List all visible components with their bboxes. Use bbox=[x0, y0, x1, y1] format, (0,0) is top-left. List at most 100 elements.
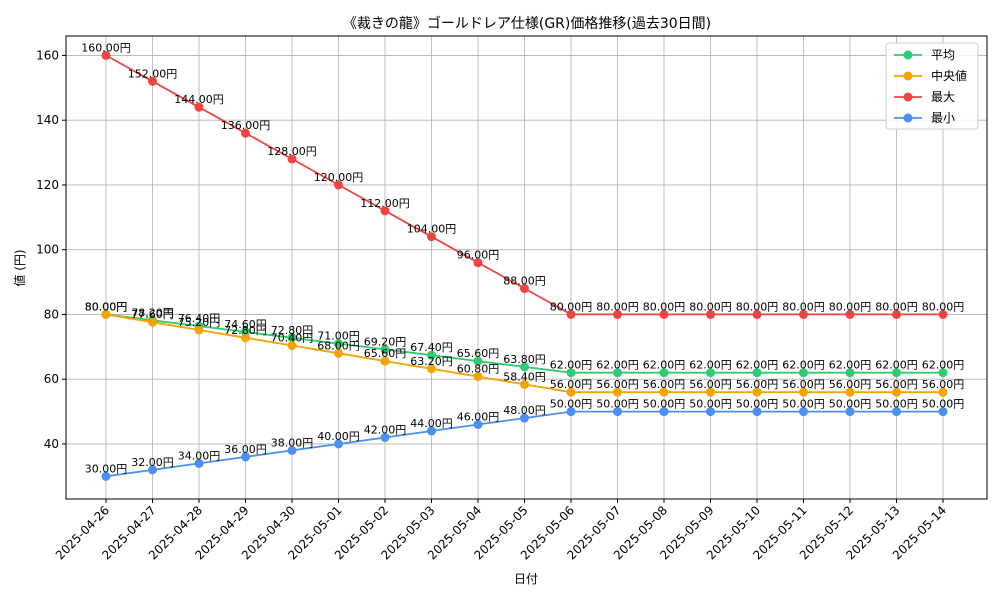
data-label-layer: 80.00円 78.20円 76.40円 74.60円 72.80円 71.00円 69.2… bbox=[81, 41, 964, 475]
data-label: 80.00円 bbox=[782, 300, 825, 313]
data-label: 62.00円 bbox=[875, 359, 918, 372]
data-label: 50.00円 bbox=[875, 398, 918, 411]
data-point bbox=[566, 309, 576, 319]
data-point bbox=[799, 309, 808, 319]
y-tick-label: 160 bbox=[36, 48, 59, 62]
data-label: 80.00円 bbox=[643, 300, 686, 313]
data-label: 80.00円 bbox=[596, 300, 639, 313]
data-point bbox=[613, 368, 622, 378]
data-label: 56.00円 bbox=[596, 378, 639, 391]
data-label: 80.00円 bbox=[829, 300, 872, 313]
data-point bbox=[473, 420, 483, 430]
data-point bbox=[380, 356, 390, 366]
x-axis-label: 日付 bbox=[514, 572, 538, 586]
y-tick-label: 40 bbox=[44, 437, 59, 451]
data-point bbox=[752, 368, 762, 378]
data-label: 65.60円 bbox=[457, 347, 500, 360]
data-label: 44.00円 bbox=[410, 417, 453, 430]
data-label: 56.00円 bbox=[689, 378, 732, 391]
data-label: 88.00円 bbox=[503, 275, 546, 288]
data-label: 104.00円 bbox=[407, 223, 457, 236]
data-point bbox=[659, 368, 669, 378]
data-label: 50.00円 bbox=[736, 398, 779, 411]
data-label: 36.00円 bbox=[224, 443, 267, 456]
data-label: 30.00円 bbox=[85, 462, 128, 475]
data-point bbox=[520, 362, 529, 372]
data-label: 68.00円 bbox=[317, 339, 360, 352]
series-2 bbox=[101, 50, 948, 319]
legend-label: 最小 bbox=[931, 111, 955, 125]
data-point bbox=[148, 465, 157, 475]
data-label: 160.00円 bbox=[81, 41, 131, 54]
data-label: 60.80円 bbox=[457, 363, 500, 376]
data-label: 48.00円 bbox=[503, 404, 546, 417]
data-point bbox=[334, 439, 343, 449]
data-point bbox=[845, 309, 855, 319]
legend-label: 平均 bbox=[931, 48, 955, 62]
data-label: 70.40円 bbox=[271, 332, 314, 345]
data-point bbox=[799, 387, 808, 397]
data-label: 62.00円 bbox=[782, 359, 825, 372]
data-point bbox=[520, 413, 529, 423]
series-3 bbox=[101, 407, 948, 481]
data-point bbox=[194, 102, 204, 112]
data-point bbox=[148, 317, 157, 327]
data-label: 42.00円 bbox=[364, 423, 407, 436]
data-point bbox=[241, 128, 250, 138]
data-label: 56.00円 bbox=[643, 378, 686, 391]
data-point bbox=[334, 348, 343, 358]
data-label: 144.00円 bbox=[174, 93, 224, 106]
data-label: 136.00円 bbox=[221, 119, 271, 132]
data-point bbox=[706, 309, 715, 319]
data-point bbox=[938, 368, 948, 378]
data-point bbox=[520, 284, 529, 294]
data-point bbox=[241, 452, 250, 462]
data-label: 76.40円 bbox=[178, 312, 221, 325]
y-tick-label: 60 bbox=[44, 372, 59, 386]
data-label: 112.00円 bbox=[360, 197, 410, 210]
y-tick-label: 80 bbox=[44, 307, 59, 321]
data-label: 50.00円 bbox=[550, 398, 593, 411]
y-tick-label: 120 bbox=[36, 178, 59, 192]
data-label: 80.00円 bbox=[85, 300, 128, 313]
data-label: 58.40円 bbox=[503, 370, 546, 383]
data-label: 62.00円 bbox=[596, 359, 639, 372]
data-point bbox=[241, 333, 250, 343]
data-point bbox=[659, 387, 669, 397]
chart-title: 《裁きの龍》ゴールドレア仕様(GR)価格推移(過去30日間) bbox=[343, 15, 711, 32]
data-point bbox=[752, 309, 762, 319]
data-label: 62.00円 bbox=[643, 359, 686, 372]
legend-frame bbox=[885, 42, 979, 130]
grid-lines bbox=[66, 36, 987, 499]
data-point bbox=[194, 325, 204, 335]
data-label: 80.00円 bbox=[85, 300, 128, 313]
data-label: 62.00円 bbox=[736, 359, 779, 372]
data-label: 72.80円 bbox=[224, 324, 267, 337]
data-point bbox=[380, 206, 390, 216]
data-point bbox=[566, 407, 576, 417]
data-point bbox=[799, 368, 808, 378]
legend-marker bbox=[903, 71, 913, 81]
data-point bbox=[380, 344, 390, 354]
data-label: 50.00円 bbox=[643, 398, 686, 411]
data-label: 50.00円 bbox=[922, 398, 965, 411]
data-label: 152.00円 bbox=[128, 67, 178, 80]
data-point bbox=[845, 368, 855, 378]
data-label: 80.00円 bbox=[550, 300, 593, 313]
data-label: 96.00円 bbox=[457, 249, 500, 262]
data-point bbox=[473, 372, 483, 382]
data-label: 78.20円 bbox=[131, 306, 174, 319]
data-label: 56.00円 bbox=[875, 378, 918, 391]
data-label: 50.00円 bbox=[689, 398, 732, 411]
data-point bbox=[566, 387, 576, 397]
data-label: 38.00円 bbox=[271, 436, 314, 449]
data-point bbox=[427, 350, 436, 360]
x-axis: 2025-04-262025-04-272025-04-282025-04-29… bbox=[53, 499, 949, 562]
data-label: 62.00円 bbox=[829, 359, 872, 372]
data-point bbox=[892, 309, 901, 319]
data-point bbox=[287, 445, 297, 455]
data-point bbox=[845, 387, 855, 397]
y-tick-label: 100 bbox=[36, 243, 59, 257]
data-point bbox=[101, 309, 111, 319]
